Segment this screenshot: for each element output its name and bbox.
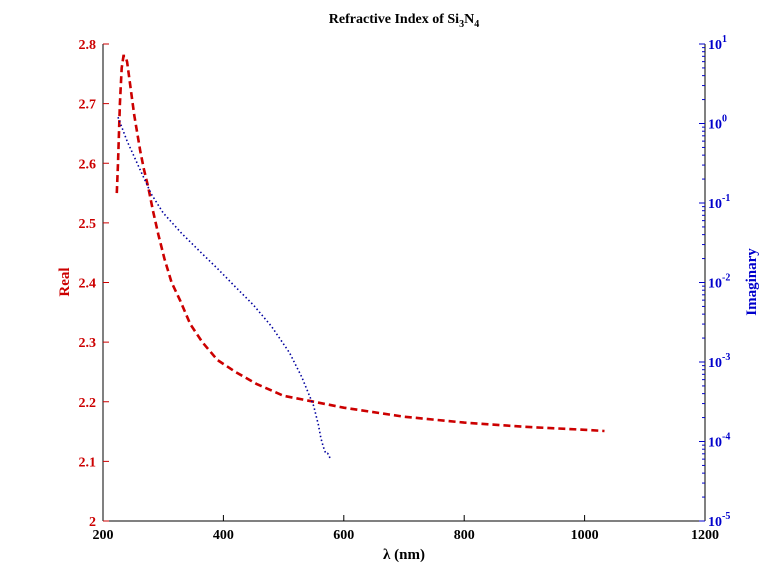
left-y-tick-label: 2.1 xyxy=(79,455,97,470)
plot-series xyxy=(115,54,605,459)
x-tick-label: 800 xyxy=(454,528,475,543)
right-y-tick-label: 101 xyxy=(708,34,727,53)
right-y-tick-label: 10-2 xyxy=(708,273,730,292)
left-y-tick-label: 2.8 xyxy=(79,38,97,53)
real-series-line xyxy=(115,54,605,433)
x-tick-label: 200 xyxy=(93,528,114,543)
x-tick-label: 1000 xyxy=(571,528,599,543)
left-y-tick-label: 2.2 xyxy=(79,396,97,411)
chart-title: Refractive Index of Si3N4 xyxy=(329,12,479,30)
left-y-tick-label: 2.4 xyxy=(79,277,97,292)
imaginary-series-line xyxy=(117,116,331,459)
left-y-axis-ticks: 2 2.1 2.2 2.3 2.4 2.5 2.6 2.7 2.8 xyxy=(79,38,109,530)
x-tick-label: 600 xyxy=(333,528,354,543)
right-y-tick-label: 10-1 xyxy=(708,193,730,212)
right-y-tick-label: 10-4 xyxy=(708,432,730,451)
right-y-tick-label: 10-5 xyxy=(708,511,730,530)
right-y-axis-label: Imaginary xyxy=(744,248,760,316)
right-y-axis-ticks: 101 100 10-1 10-2 10-3 10-4 10-5 xyxy=(699,34,730,530)
x-tick-label: 1200 xyxy=(691,528,719,543)
left-y-axis-label: Real xyxy=(57,267,73,296)
right-y-tick-label: 10-3 xyxy=(708,352,730,371)
x-axis-label: λ (nm) xyxy=(383,547,425,563)
left-y-tick-label: 2.6 xyxy=(79,157,97,172)
left-y-tick-label: 2 xyxy=(89,515,96,530)
x-axis-ticks: 200 400 600 800 1000 1200 xyxy=(93,515,719,543)
x-tick-label: 400 xyxy=(213,528,234,543)
left-y-tick-label: 2.3 xyxy=(79,336,97,351)
left-y-tick-label: 2.7 xyxy=(79,98,97,113)
right-y-tick-label: 100 xyxy=(708,114,727,133)
left-y-tick-label: 2.5 xyxy=(79,217,97,232)
